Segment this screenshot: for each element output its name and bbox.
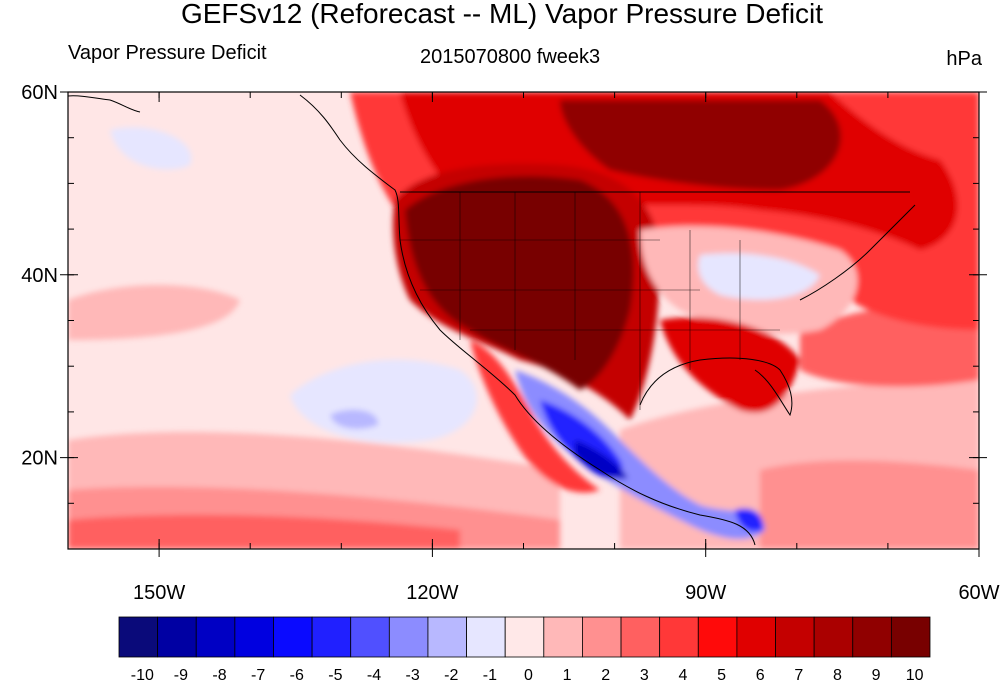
colorbar-swatch [659,616,699,658]
vpd-region-west-us-max [405,176,634,390]
colorbar-swatch [157,616,197,658]
lat-tick-label: 60N [21,82,58,104]
vpd-region-central-america-neg [735,508,764,532]
vpd-region-caribbean2 [760,460,979,549]
state-borders [400,192,780,410]
colorbar-label: -1 [483,667,497,684]
lat-tick-label: 40N [21,265,58,287]
vpd-region-pacific-pos [68,285,240,340]
colorbar-label: -8 [212,667,226,684]
colorbar-label: 0 [524,667,533,684]
colorbar-label: 7 [794,667,803,684]
colorbar-swatch [388,616,429,658]
variable-label: Vapor Pressure Deficit [68,42,267,64]
colorbar-label: 9 [872,667,881,684]
vpd-region-canada-max [560,100,841,190]
colorbar-label: 2 [601,667,610,684]
colorbar-label: -7 [251,667,265,684]
lon-tick-label: 150W [133,582,185,604]
colorbar-label: -6 [290,667,304,684]
colorbar-label: 3 [640,667,649,684]
colorbar-label: -2 [444,667,458,684]
colorbar-swatch [582,616,622,658]
colorbar-swatch [620,616,661,658]
colorbar: -10 -9 -8 -7 -6 -5 -4 -3 -2 -1 0 1 2 3 4 5 6 7 8 9 10 [118,616,931,684]
colorbar-label: 8 [833,667,842,684]
colorbar-label: -5 [328,667,342,684]
colorbar-label: 1 [563,667,572,684]
colorbar-swatch [890,616,931,658]
colorbar-swatch [311,616,352,658]
colorbar-label: -9 [174,667,188,684]
colorbar-label: -3 [406,667,420,684]
lon-tick-label: 120W [406,582,458,604]
vpd-region-pacific-neg2 [330,409,379,429]
lat-tick-label: 20N [21,448,58,470]
colorbar-swatch [813,616,854,658]
colorbar-swatch [466,616,506,658]
vpd-region-mexico-neg [515,370,765,540]
vpd-region-baja [470,340,600,493]
colorbar-label: -10 [131,667,154,684]
colorbar-swatch [736,616,776,658]
vpd-region-southeast [660,317,800,413]
colorbar-swatch [852,616,892,658]
colorbar-swatch [543,616,583,658]
map-title: GEFSv12 (Reforecast -- ML) Vapor Pressur… [180,0,824,29]
colorbar-swatch [273,616,313,658]
colorbar-swatch [195,616,236,658]
colorbar-label: -4 [367,667,381,684]
units-label: hPa [946,48,982,70]
lon-tick-label: 60W [958,582,999,604]
axis-ticks [60,91,987,557]
colorbar-swatch [697,616,738,658]
colorbar-swatch [350,616,390,658]
vpd-region-tropics-pos3 [68,514,460,549]
colorbar-swatch [775,616,815,658]
vpd-region-ohio-valley [698,253,820,300]
colorbar-label: 6 [756,667,765,684]
forecast-time-label: 2015070800 fweek3 [420,46,601,68]
colorbar-label: 5 [717,667,726,684]
colorbar-label: 10 [906,667,924,684]
colorbar-swatch [427,616,467,658]
axis-labels: 60N 40N 20N 150W 120W 90W 60W [21,82,999,604]
lon-tick-label: 90W [685,582,726,604]
coastlines [68,94,916,546]
colorbar-label: 4 [679,667,688,684]
colorbar-swatch [504,616,545,658]
vpd-region-pacific-neg-north [110,127,192,170]
vpd-region-mexico-neg3 [575,440,628,479]
colorbar-swatch [118,616,159,658]
colorbar-swatch [234,616,274,658]
vpd-field [68,92,979,549]
